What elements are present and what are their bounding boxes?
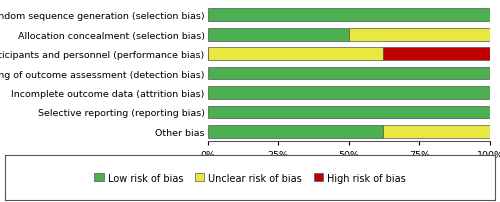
Bar [208,125,382,138]
Bar [208,67,490,80]
Bar [349,29,490,41]
Bar [382,125,490,138]
Bar [208,106,490,119]
Bar [208,29,349,41]
Bar [208,48,382,61]
Bar [382,48,490,61]
Bar [208,9,490,22]
Legend: Low risk of bias, Unclear risk of bias, High risk of bias: Low risk of bias, Unclear risk of bias, … [91,170,409,186]
Bar [208,87,490,99]
